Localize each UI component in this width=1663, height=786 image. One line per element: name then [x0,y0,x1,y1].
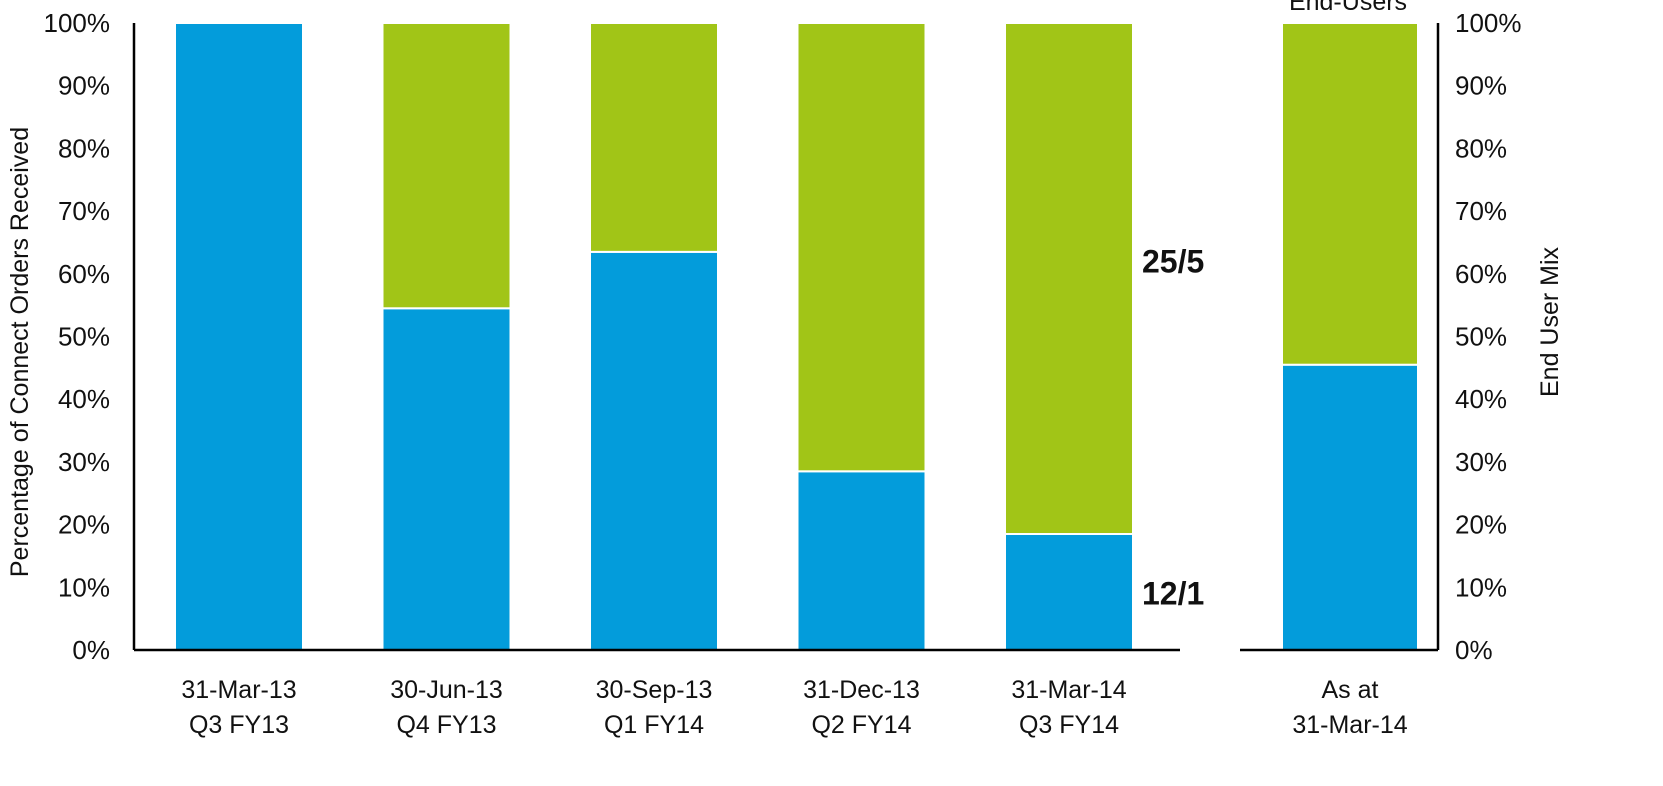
right-y-tick-label: 90% [1455,71,1507,101]
left-y-tick-label: 60% [58,259,110,289]
main-bar-segment [589,22,719,253]
main-bar-segment [381,22,512,310]
side-bar-segment [1281,363,1419,651]
side-category-sublabel: 31-Mar-14 [1292,711,1407,739]
left-y-tick-label: 0% [72,635,110,665]
left-y-tick-label: 40% [58,384,110,414]
right-y-tick-label: 0% [1455,635,1493,665]
main-category-label: 31-Mar-14 [1011,676,1126,704]
right-y-tick-label: 50% [1455,322,1507,352]
main-bar-segment [796,470,927,651]
left-y-axis-title: Percentage of Connect Orders Received [6,127,34,577]
left-y-tick-label: 100% [44,8,111,38]
left-y-tick-label: 70% [58,196,110,226]
right-y-tick-label: 10% [1455,572,1507,602]
side-panel-header: End-Users [1289,0,1407,16]
side-category-label: As at [1322,676,1379,704]
right-y-tick-label: 100% [1455,8,1522,38]
bar-annotation: 12/1 [1142,576,1204,612]
main-category-sublabel: Q4 FY13 [396,711,496,739]
right-y-tick-label: 20% [1455,510,1507,540]
right-y-axis-title: End User Mix [1536,246,1564,397]
right-y-tick-label: 60% [1455,259,1507,289]
main-category-label: 30-Sep-13 [596,676,713,704]
main-category-sublabel: Q2 FY14 [811,711,911,739]
left-y-tick-label: 90% [58,71,110,101]
right-y-tick-label: 70% [1455,196,1507,226]
main-category-sublabel: Q3 FY14 [1019,711,1119,739]
main-bar-segment [796,22,927,473]
right-y-tick-label: 30% [1455,447,1507,477]
left-y-tick-label: 20% [58,510,110,540]
main-category-label: 31-Mar-13 [181,676,296,704]
main-bar-segment [589,250,719,651]
main-category-sublabel: Q3 FY13 [189,711,289,739]
main-category-label: 31-Dec-13 [803,676,920,704]
main-category-sublabel: Q1 FY14 [604,711,704,739]
left-y-tick-label: 10% [58,572,110,602]
main-category-label: 30-Jun-13 [390,676,503,704]
side-bar-segment [1281,22,1419,366]
left-y-tick-label: 30% [58,447,110,477]
main-bar-segment [1004,533,1134,652]
right-y-tick-label: 80% [1455,133,1507,163]
right-y-tick-label: 40% [1455,384,1507,414]
left-y-tick-label: 50% [58,322,110,352]
main-bar-segment [1004,22,1134,536]
main-bar-segment [381,307,512,651]
bar-annotation: 25/5 [1142,243,1204,279]
left-y-tick-label: 80% [58,133,110,163]
main-bar-segment [174,22,304,651]
